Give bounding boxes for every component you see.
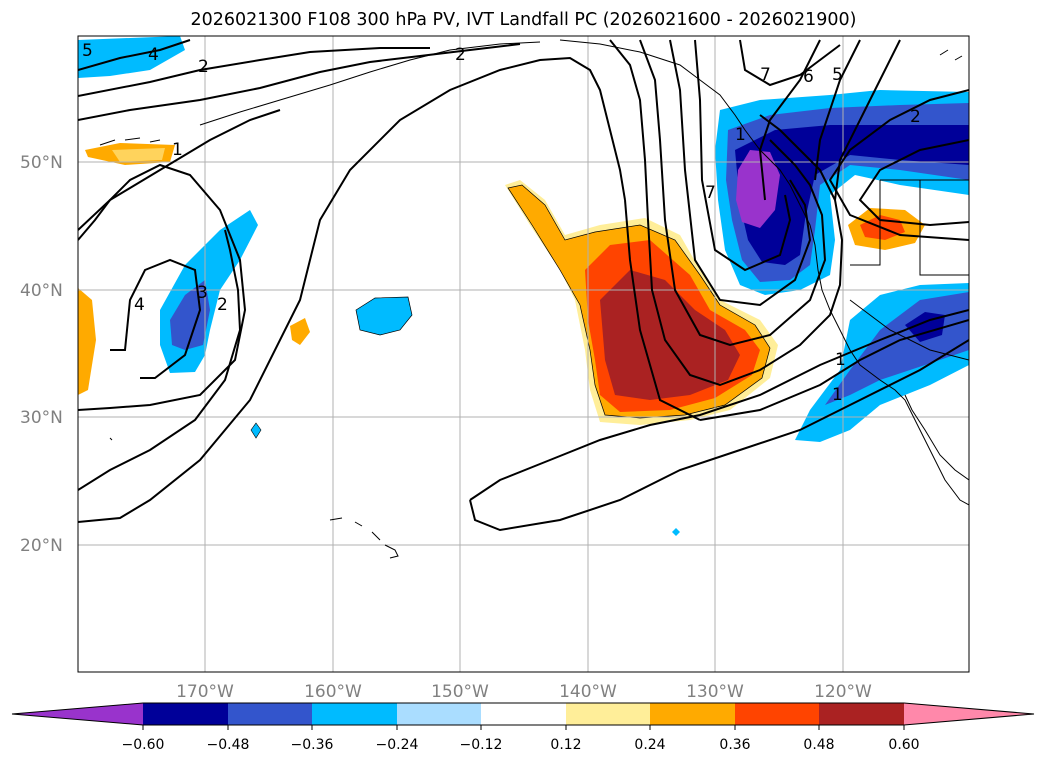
shade-neg-ne-dark bbox=[735, 125, 969, 265]
colorbar-tick-label: 0.60 bbox=[888, 737, 919, 753]
contour-label-1-se2: 1 bbox=[835, 350, 846, 370]
contour-label-2-tl: 2 bbox=[198, 57, 209, 77]
colorbar-bin-3 bbox=[312, 703, 397, 725]
contour-label-7-top: 7 bbox=[760, 65, 771, 85]
shade-pos-50n-left-light bbox=[112, 148, 165, 162]
contour-label-1-se: 1 bbox=[832, 385, 843, 405]
colorbar-tick-label: −0.60 bbox=[122, 737, 165, 753]
gridlines bbox=[78, 36, 969, 672]
pv-contours bbox=[78, 39, 969, 532]
plot-content: 5 4 2 2 1 7 6 5 2 1 4 3 2 7 1 1 bbox=[78, 36, 969, 672]
colorbar-tick-label: −0.36 bbox=[291, 737, 334, 753]
colorbar-tick-label: 0.36 bbox=[719, 737, 750, 753]
shade-pos-main-max bbox=[600, 270, 740, 400]
colorbar-bin-2 bbox=[228, 703, 312, 725]
contour-label-3-west: 3 bbox=[197, 283, 208, 303]
coastlines bbox=[99, 39, 969, 559]
colorbar-bin-7 bbox=[650, 703, 735, 725]
shade-neg-topleft bbox=[78, 36, 185, 78]
shade-pos-west-edge bbox=[78, 288, 96, 395]
contour-label-1-left: 1 bbox=[172, 140, 183, 160]
colorbar-tick-label: 0.12 bbox=[550, 737, 581, 753]
lat-label-20n: 20°N bbox=[20, 536, 63, 556]
lon-label-160w: 160°W bbox=[304, 682, 362, 702]
contour-label-6-top: 6 bbox=[803, 67, 814, 87]
lon-labels: 170°W 160°W 150°W 140°W 130°W 120°W bbox=[176, 682, 872, 702]
lat-label-30n: 30°N bbox=[20, 408, 63, 428]
lon-label-140w: 140°W bbox=[559, 682, 617, 702]
shade-pos-small bbox=[290, 318, 310, 345]
contour-label-2-right: 2 bbox=[910, 107, 921, 127]
contour-labels: 5 4 2 2 1 7 6 5 2 1 4 3 2 7 1 1 bbox=[82, 41, 921, 405]
shade-tiny-1 bbox=[250, 422, 262, 439]
colorbar-tick-label: 0.24 bbox=[634, 737, 665, 753]
lat-label-50n: 50°N bbox=[20, 153, 63, 173]
contour-label-1-ne: 1 bbox=[735, 125, 746, 145]
colorbar-tick-label: 0.48 bbox=[803, 737, 834, 753]
colorbar-bin-8 bbox=[735, 703, 819, 725]
colorbar-bin-9 bbox=[819, 703, 904, 725]
plot-frame bbox=[77, 35, 970, 673]
contour-label-2-top: 2 bbox=[455, 45, 466, 65]
contour-label-5-top: 5 bbox=[832, 65, 843, 85]
colorbar-tick-label: −0.12 bbox=[460, 737, 503, 753]
shade-neg-ne-max bbox=[736, 150, 780, 228]
contour-label-2-west: 2 bbox=[217, 295, 228, 315]
colorbar-bin-4 bbox=[397, 703, 481, 725]
contour-label-5-tl: 5 bbox=[82, 41, 93, 61]
colorbar-tick-label: −0.24 bbox=[376, 737, 419, 753]
colorbar-bin-1 bbox=[143, 703, 228, 725]
colorbar-ticks bbox=[142, 725, 905, 730]
colorbar-extend-high bbox=[904, 703, 1034, 725]
contour-label-7-mid: 7 bbox=[705, 183, 716, 203]
contour-label-4-tl: 4 bbox=[148, 45, 159, 65]
lon-label-170w: 170°W bbox=[176, 682, 234, 702]
shade-neg-westcentral-dark bbox=[170, 280, 210, 350]
lon-label-150w: 150°W bbox=[431, 682, 489, 702]
lat-label-40n: 40°N bbox=[20, 281, 63, 301]
contour-label-4-west: 4 bbox=[134, 295, 145, 315]
shade-neg-midpacific bbox=[355, 296, 413, 336]
colorbar-tick-label: −0.48 bbox=[207, 737, 250, 753]
lon-label-130w: 130°W bbox=[686, 682, 744, 702]
shade-tiny-2 bbox=[672, 528, 680, 536]
map-title: 2026021300 F108 300 hPa PV, IVT Landfall… bbox=[190, 10, 857, 30]
colorbar-bin-5 bbox=[481, 703, 566, 725]
colorbar-bin-6 bbox=[566, 703, 650, 725]
colorbar-extend-low bbox=[12, 703, 143, 725]
lat-labels: 50°N 40°N 30°N 20°N bbox=[20, 153, 63, 556]
colorbar: −0.60 −0.48 −0.36 −0.24 −0.12 0.12 0.24 … bbox=[11, 702, 1035, 753]
lon-label-120w: 120°W bbox=[814, 682, 872, 702]
